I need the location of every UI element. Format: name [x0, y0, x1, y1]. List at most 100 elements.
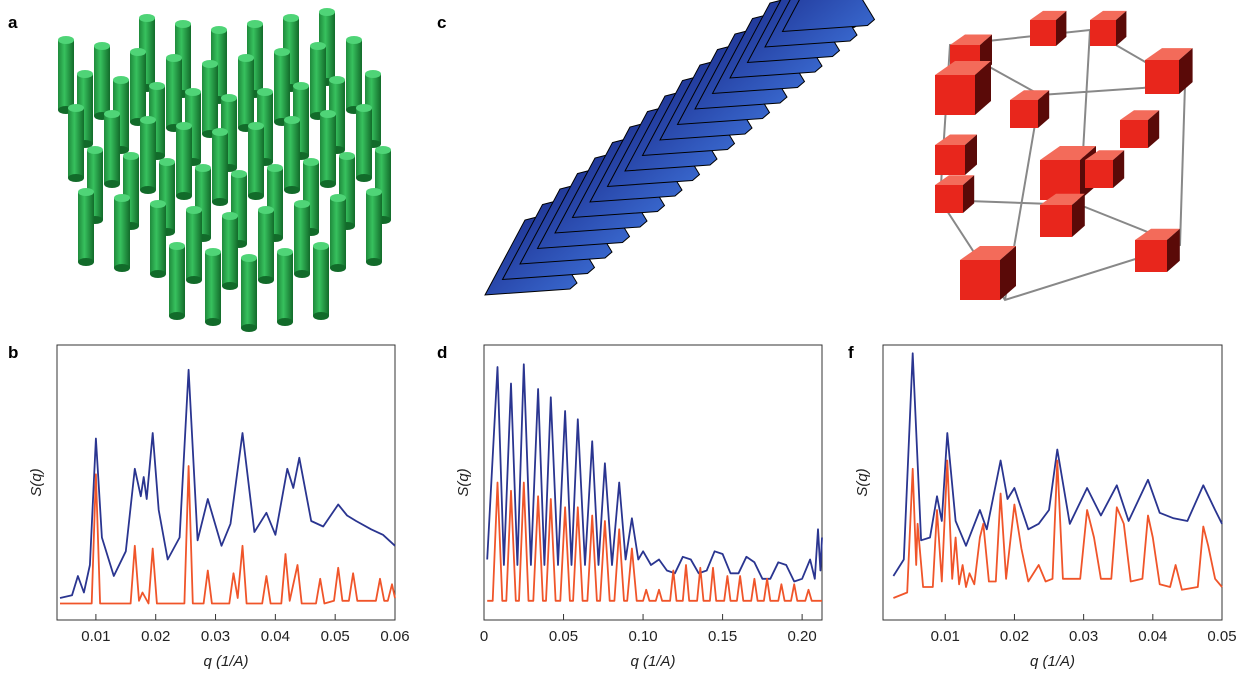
cylinder: [212, 132, 228, 202]
cylinder: [274, 52, 290, 122]
cylinder-cap: [68, 104, 84, 112]
cylinder-cap: [329, 76, 345, 84]
cylinder-cap: [330, 194, 346, 202]
cylinder: [114, 198, 130, 268]
cube-face: [935, 75, 975, 115]
cylinder-cap: [94, 42, 110, 50]
page: {"panel_labels": ["a", "b", "c", "d", "e…: [0, 0, 1243, 679]
cylinder: [150, 204, 166, 274]
panel-label: a: [8, 13, 18, 32]
cylinder-cap: [169, 242, 185, 250]
cylinder-cap: [258, 206, 274, 214]
cylinder-cap: [211, 26, 227, 34]
cylinder: [294, 204, 310, 274]
cylinder: [258, 210, 274, 280]
cube-face: [935, 145, 965, 175]
cylinder: [313, 246, 329, 316]
x-tick-label: 0.05: [549, 628, 578, 645]
line-series: [60, 466, 395, 604]
cylinder-cap: [274, 48, 290, 56]
line-series: [487, 364, 822, 581]
x-tick-label: 0.01: [81, 628, 110, 645]
cylinder-cap: [257, 88, 273, 96]
cylinder-cap: [212, 128, 228, 136]
cylinder-cap: [113, 76, 129, 84]
cylinder-base: [140, 186, 156, 194]
cylinder-cap: [366, 188, 382, 196]
cylinder: [346, 40, 362, 110]
cylinder-cap: [221, 94, 237, 102]
cylinder-cap: [284, 116, 300, 124]
cylinder-base: [186, 276, 202, 284]
panel-label: f: [848, 343, 854, 362]
cylinder-cap: [365, 70, 381, 78]
y-axis-label: S(q): [854, 468, 871, 496]
cylinder: [169, 246, 185, 316]
cylinder-cap: [283, 14, 299, 22]
chevron: [783, 0, 875, 32]
cube-face: [960, 260, 1000, 300]
cube-face: [1120, 120, 1148, 148]
cylinder-cap: [248, 122, 264, 130]
cylinder: [238, 58, 254, 128]
x-tick-label: 0.15: [708, 628, 737, 645]
cylinder-cap: [320, 110, 336, 118]
x-axis-label: q (1/A): [203, 653, 248, 670]
cylinder-base: [241, 324, 257, 332]
cylinder-cap: [375, 146, 391, 154]
cylinder: [140, 120, 156, 190]
cylinder-cap: [176, 122, 192, 130]
cube-face: [935, 185, 963, 213]
cylinder-base: [330, 264, 346, 272]
cylinder-cap: [195, 164, 211, 172]
cylinder-cap: [78, 188, 94, 196]
cylinder-base: [68, 174, 84, 182]
cylinder-base: [284, 186, 300, 194]
x-tick-label: 0.05: [1207, 628, 1236, 645]
cylinder-cap: [202, 60, 218, 68]
cylinder-cap: [58, 36, 74, 44]
x-tick-label: 0: [480, 628, 488, 645]
y-axis-label: S(q): [28, 468, 45, 496]
cylinder: [130, 52, 146, 122]
x-axis-label: q (1/A): [630, 653, 675, 670]
cylinder: [205, 252, 221, 322]
cylinder-cap: [339, 152, 355, 160]
x-tick-label: 0.02: [1000, 628, 1029, 645]
cylinder-cap: [303, 158, 319, 166]
cylinder-cap: [104, 110, 120, 118]
cylinder-cap: [346, 36, 362, 44]
x-tick-label: 0.03: [1069, 628, 1098, 645]
panel-label: d: [437, 343, 447, 362]
cylinder-base: [176, 192, 192, 200]
cylinder-base: [320, 180, 336, 188]
cylinder-base: [169, 312, 185, 320]
cylinder: [176, 126, 192, 196]
cylinder-cap: [150, 200, 166, 208]
cylinder-cap: [77, 70, 93, 78]
line-series: [60, 370, 395, 598]
cylinder-base: [205, 318, 221, 326]
cylinder-base: [294, 270, 310, 278]
cylinder: [330, 198, 346, 268]
y-axis-label: S(q): [455, 468, 472, 496]
cylinder-cap: [186, 206, 202, 214]
cylinder-cap: [313, 242, 329, 250]
cylinder: [241, 258, 257, 328]
cylinder-cap: [87, 146, 103, 154]
cylinder-cap: [293, 82, 309, 90]
cube-face: [1135, 240, 1167, 272]
cylinder-cap: [149, 82, 165, 90]
cylinder-cap: [319, 8, 335, 16]
cylinder-base: [248, 192, 264, 200]
cylinder: [366, 192, 382, 262]
cylinder-cap: [140, 116, 156, 124]
x-tick-label: 0.04: [261, 628, 290, 645]
cylinder-cap: [231, 170, 247, 178]
cylinder-base: [356, 174, 372, 182]
line-series: [487, 483, 822, 601]
cylinder-cap: [356, 104, 372, 112]
cylinder: [202, 64, 218, 134]
cylinder-base: [114, 264, 130, 272]
x-tick-label: 0.06: [380, 628, 409, 645]
